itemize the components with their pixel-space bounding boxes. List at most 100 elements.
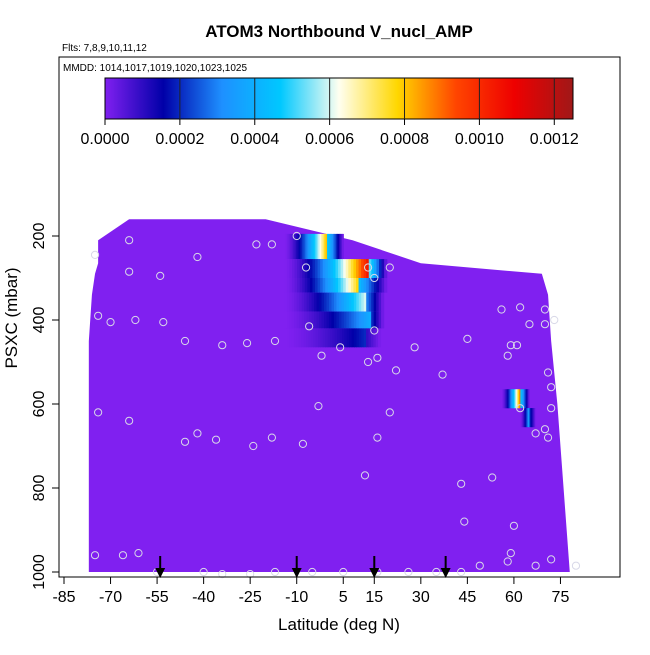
enhancement-cell <box>286 328 290 348</box>
enhancement-cell <box>328 311 333 329</box>
sample-point <box>298 439 308 448</box>
enhancement-cell <box>316 292 320 312</box>
enhancement-cell <box>363 259 367 278</box>
sample-point <box>314 402 323 411</box>
plot-frame <box>58 56 621 578</box>
enhancement-cell <box>309 311 313 329</box>
enhancement-cell <box>284 233 287 260</box>
enhancement-cell <box>376 292 380 312</box>
enhancement-cell <box>336 311 340 329</box>
enhancement-cell <box>294 278 298 293</box>
enhancement-cell <box>353 259 357 278</box>
enhancement-band <box>284 328 382 348</box>
enhancement-cell <box>299 278 303 293</box>
sample-point <box>218 341 227 350</box>
sample-point <box>370 326 379 335</box>
enhancement-cell <box>320 278 324 293</box>
enhancement-cell <box>314 311 318 329</box>
enhancement-cell <box>516 389 519 409</box>
arrow-head <box>291 568 302 578</box>
sample-point <box>540 320 550 329</box>
sample-point <box>391 366 401 375</box>
sample-point <box>457 479 466 488</box>
colorbar-tick-label: 0.0002 <box>155 131 204 148</box>
enhancement-band <box>284 259 388 278</box>
enhancement-cell <box>355 278 360 293</box>
sample-point <box>218 570 227 579</box>
enhancement-cell <box>333 311 338 329</box>
enhancement-cell <box>358 328 362 348</box>
enhancement-cell <box>503 389 505 409</box>
sample-point <box>463 334 472 343</box>
enhancement-cell <box>313 328 317 348</box>
sample-point <box>516 404 525 413</box>
enhancement-cell <box>304 311 308 329</box>
sample-point <box>159 318 168 327</box>
enhancement-cell <box>317 259 321 278</box>
enhancement-cell <box>378 311 382 329</box>
x-tick-label: -10 <box>285 589 308 606</box>
enhancement-cell <box>322 233 325 260</box>
sample-point <box>301 263 311 272</box>
sample-point <box>438 370 447 379</box>
enhancement-cell <box>325 328 329 348</box>
enhancement-cell <box>523 389 526 409</box>
sample-point <box>134 549 143 558</box>
enhancement-cell <box>309 233 312 260</box>
flight-marker-arrow <box>155 556 166 578</box>
enhancement-cell <box>327 233 330 260</box>
enhancement-cell <box>317 328 321 348</box>
sample-point <box>547 404 556 413</box>
enhancement-cell <box>319 233 322 260</box>
enhancement-cell <box>324 292 328 312</box>
enhancement-cell <box>337 328 341 348</box>
sample-point <box>199 567 208 577</box>
enhancement-cell <box>326 311 330 329</box>
sample-point <box>308 567 317 577</box>
enhancement-cell <box>307 278 311 293</box>
sample-point <box>156 271 165 280</box>
enhancement-cell <box>521 389 524 409</box>
sample-point <box>503 557 512 566</box>
sample-point <box>488 473 497 482</box>
enhancement-cell <box>301 233 305 260</box>
enhancement-cell <box>343 292 347 312</box>
enhancement-cell <box>289 311 293 329</box>
enhancement-cell <box>526 389 528 409</box>
sample-point <box>543 368 553 377</box>
enhancement-cell <box>361 259 365 278</box>
enhancement-cell <box>331 233 334 260</box>
enhancement-cell <box>363 278 367 293</box>
enhancement-cell <box>315 233 318 260</box>
sample-point <box>531 429 540 438</box>
enhancement-cell <box>528 389 531 409</box>
sample-point <box>292 231 301 241</box>
sample-point <box>531 561 540 570</box>
enhancement-cell <box>288 233 291 260</box>
enhancement-cell <box>339 328 343 348</box>
enhancement-cell <box>366 311 370 329</box>
axes: -85 -70 -55 -40 -25 -10 5 15 30 45 60 75 200 400 600 80… <box>31 56 621 606</box>
arrow-head <box>369 568 380 578</box>
enhancement-cell <box>302 259 306 278</box>
enhancement-cell <box>344 328 348 348</box>
enhancement-cell <box>320 259 324 278</box>
data-coverage <box>88 219 570 572</box>
y-tick-label: 800 <box>31 475 48 502</box>
sample-point <box>550 315 559 325</box>
sample-point <box>270 336 280 346</box>
enhancement-cell <box>376 311 380 329</box>
enhancement-cell <box>346 292 350 312</box>
enhancement-band <box>284 233 344 260</box>
enhancement-cell <box>310 233 313 260</box>
enhancement-band <box>284 292 385 312</box>
enhancement-cell <box>301 328 305 348</box>
enhancement-cell <box>345 259 349 278</box>
enhancement-cell <box>304 292 308 312</box>
enhancement-cell <box>381 259 385 278</box>
enhancement-cell <box>284 278 288 293</box>
enhancement-cell <box>314 292 318 312</box>
enhancement-cell <box>381 278 385 293</box>
enhancement-cell <box>325 233 328 260</box>
